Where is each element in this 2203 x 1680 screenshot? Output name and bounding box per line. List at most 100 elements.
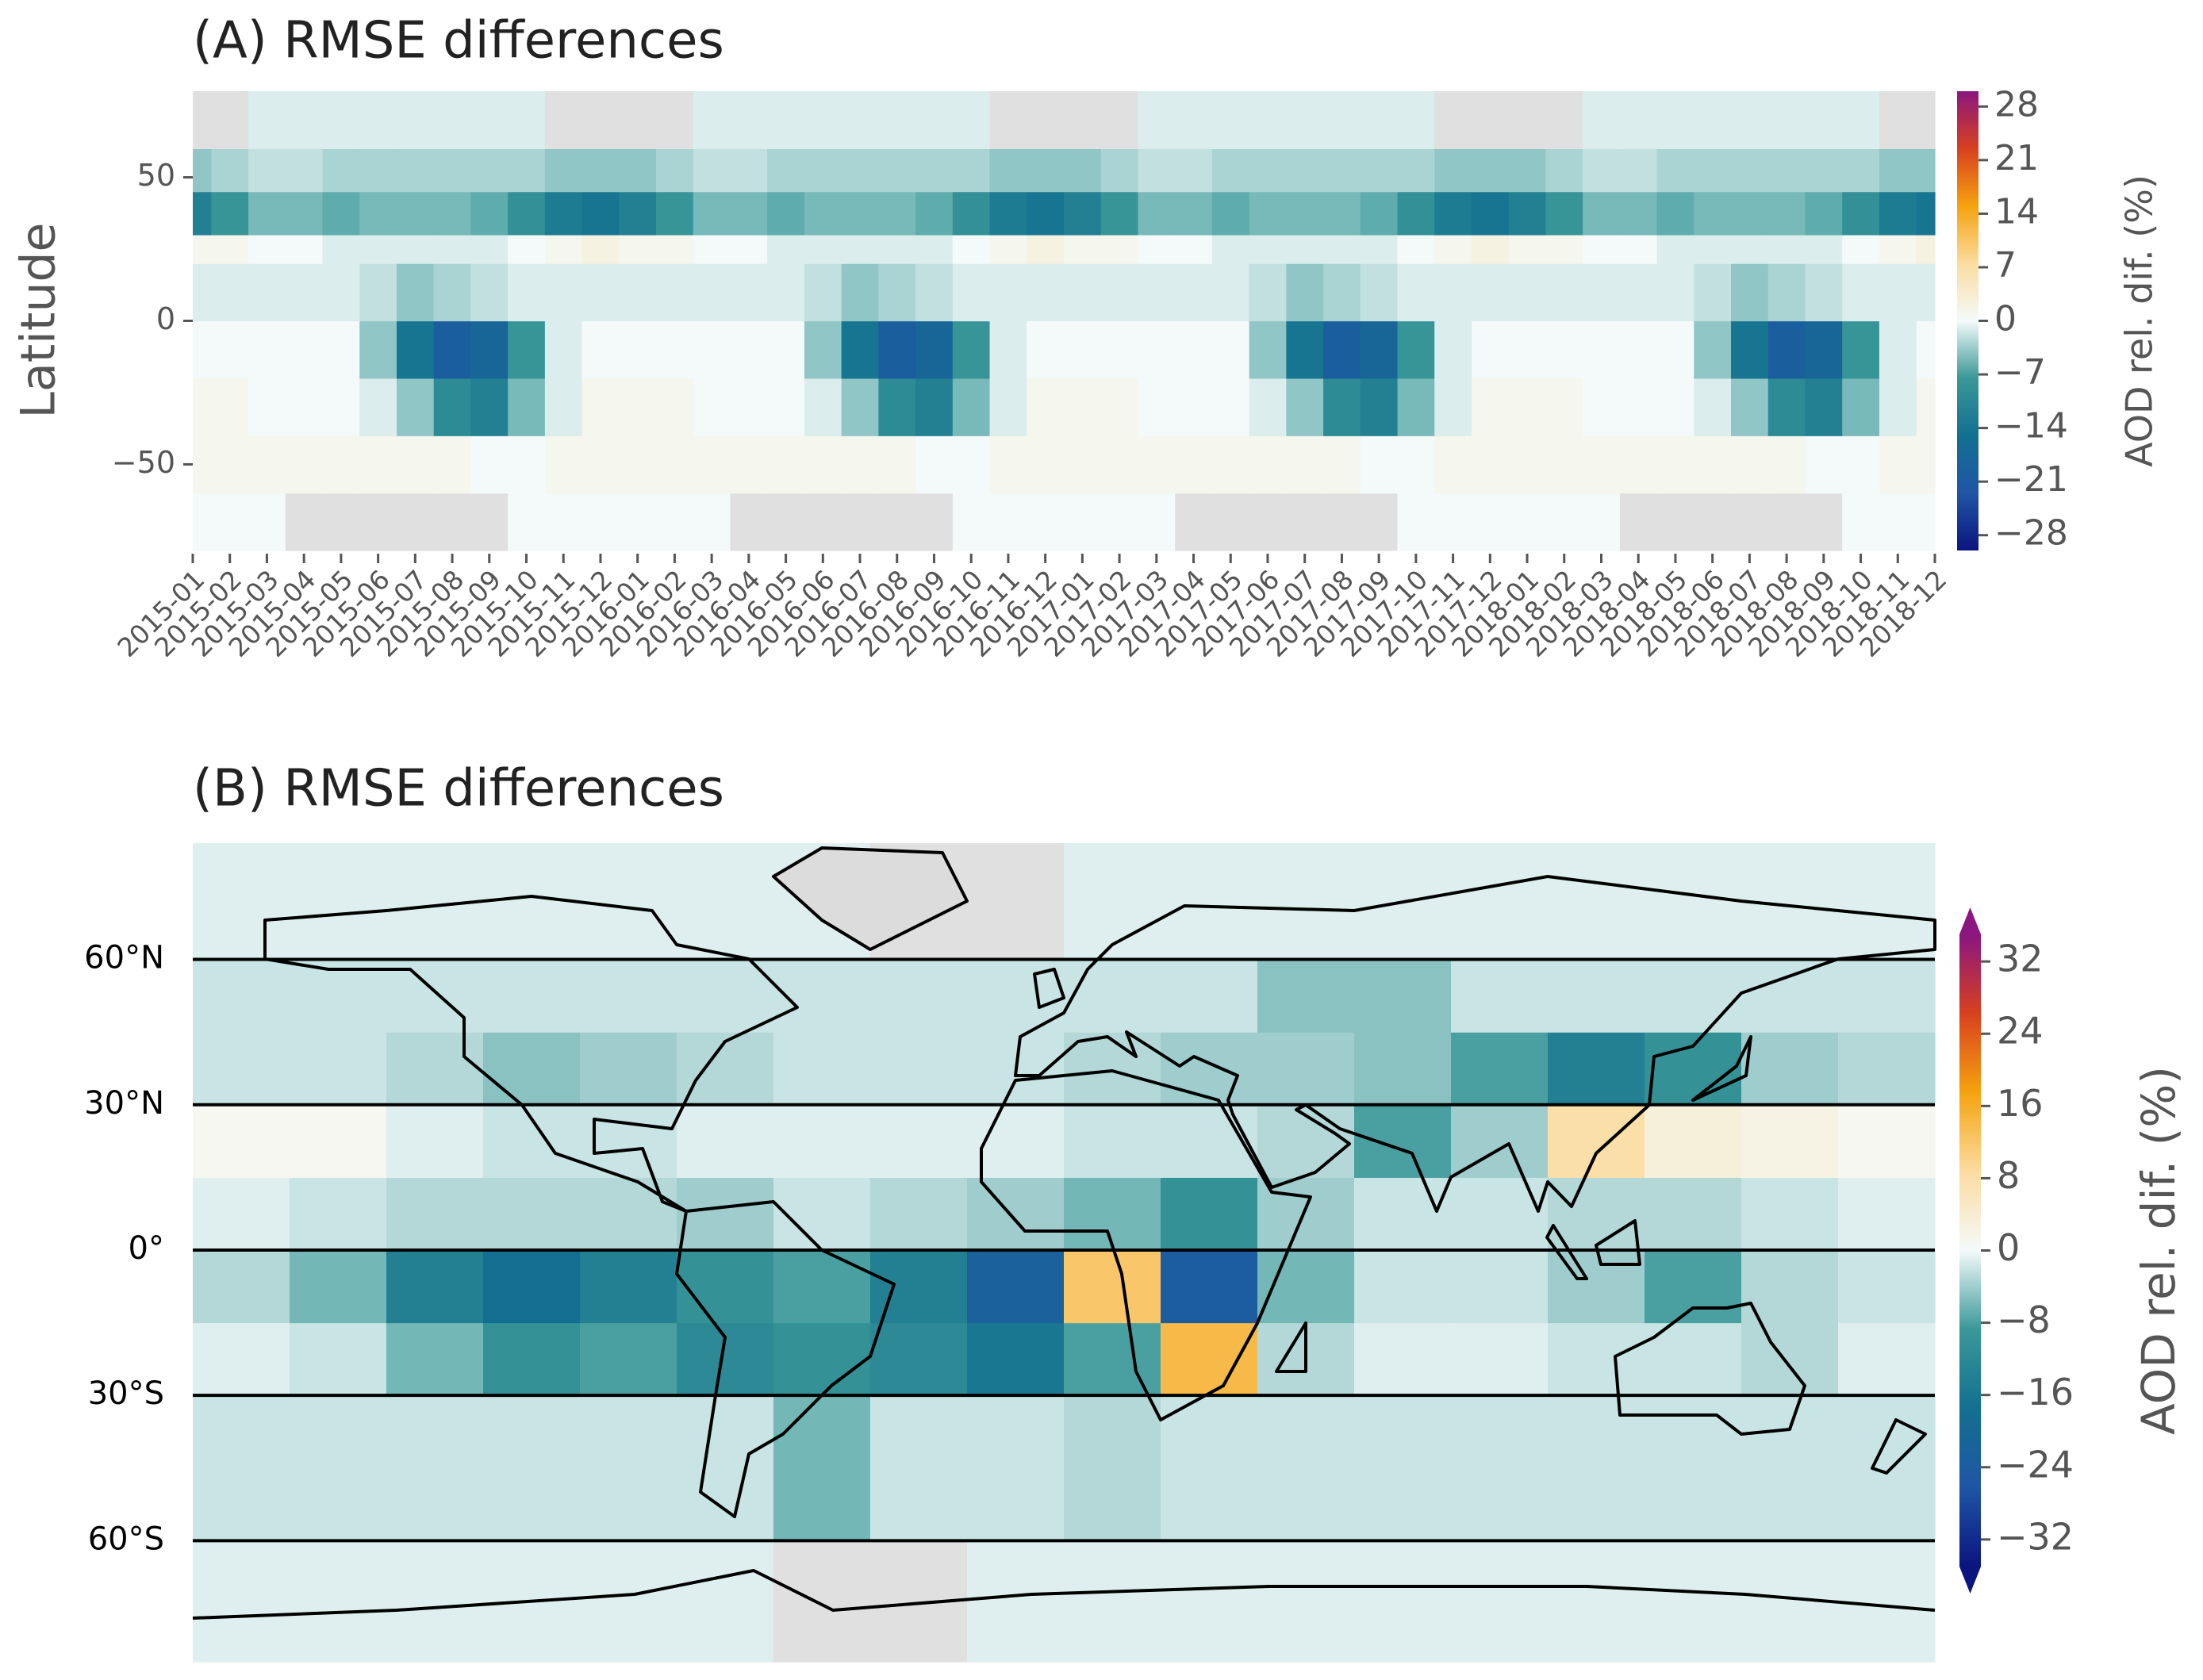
heat-cell — [1471, 91, 1510, 149]
heat-cell — [581, 234, 620, 264]
map-cell — [677, 1540, 774, 1663]
map-cell — [1838, 959, 1936, 1033]
heat-cell — [1619, 435, 1658, 494]
map-cell — [967, 1249, 1065, 1324]
heat-cell — [878, 234, 916, 264]
heat-cell — [1434, 191, 1472, 236]
heat-cell — [1656, 191, 1694, 236]
heat-cell — [359, 320, 397, 379]
heat-cell — [1471, 378, 1510, 436]
heat-cell — [1360, 493, 1399, 551]
heat-cell — [1211, 191, 1250, 236]
map-cell — [967, 1177, 1065, 1251]
map-cell — [677, 1249, 774, 1324]
heat-cell — [433, 191, 472, 236]
map-cell — [1161, 1395, 1258, 1541]
heat-cell — [581, 91, 620, 149]
map-cell — [290, 1249, 387, 1324]
heat-cell — [1064, 320, 1102, 379]
map-cell — [1064, 1104, 1161, 1178]
heat-cell — [211, 148, 249, 193]
heat-cell — [804, 378, 842, 436]
heat-cell — [693, 493, 731, 551]
heat-cell — [1471, 263, 1510, 322]
heat-cell — [470, 378, 509, 436]
heat-cell — [359, 493, 397, 551]
colorbar-tick-label: 16 — [1997, 1082, 2044, 1125]
heat-cell — [1508, 493, 1547, 551]
map-cell — [483, 1322, 581, 1396]
heat-cell — [878, 493, 916, 551]
heat-cell — [193, 148, 212, 193]
heat-cell — [878, 263, 916, 322]
heat-cell — [1879, 435, 1917, 494]
heat-cell — [1175, 493, 1213, 551]
heat-cell — [211, 435, 249, 494]
map-cell — [1548, 1322, 1645, 1396]
heat-cell — [1731, 148, 1769, 193]
heat-cell — [989, 263, 1027, 322]
heat-cell — [1027, 148, 1065, 193]
heat-cell — [1583, 435, 1621, 494]
heat-cell — [1286, 320, 1324, 379]
heat-cell — [1434, 263, 1472, 322]
heat-cell — [581, 263, 620, 322]
heat-cell — [952, 91, 991, 149]
map-cell — [1548, 959, 1645, 1033]
map-cell — [1838, 1322, 1936, 1396]
heat-cell — [619, 191, 657, 236]
heat-cell — [693, 378, 731, 436]
heat-cell — [730, 263, 768, 322]
heat-cell — [952, 148, 991, 193]
map-cell — [193, 843, 290, 961]
heat-cell — [1138, 191, 1176, 236]
heat-cell — [1508, 191, 1547, 236]
map-cell — [193, 1177, 290, 1251]
heat-cell — [656, 263, 694, 322]
heat-cell — [1842, 263, 1880, 322]
heat-cell — [1731, 91, 1769, 149]
map-cell — [290, 843, 387, 961]
map-cell — [1257, 1032, 1355, 1106]
borneo — [1595, 1219, 1641, 1266]
heat-cell — [804, 91, 842, 149]
heat-cell — [1694, 493, 1732, 551]
heat-cell — [1397, 435, 1435, 494]
heat-cell — [656, 234, 694, 264]
map-cell — [1161, 843, 1258, 961]
map-cell — [1354, 1540, 1452, 1663]
heat-cell — [1138, 320, 1176, 379]
map-cell — [290, 1032, 387, 1106]
map-cell — [1451, 959, 1549, 1033]
y-tick-label: 0° — [129, 1230, 164, 1267]
heat-cell — [915, 91, 954, 149]
map-cell — [290, 1104, 387, 1178]
map-cell — [1064, 1177, 1161, 1251]
heat-cell — [248, 148, 286, 193]
heat-cell — [1731, 493, 1769, 551]
map-cell — [1645, 959, 1742, 1033]
heat-cell — [619, 91, 657, 149]
heat-cell — [1619, 263, 1658, 322]
heat-cell — [1360, 320, 1399, 379]
heat-cell — [619, 493, 657, 551]
heat-cell — [1100, 320, 1139, 379]
heat-cell — [989, 191, 1027, 236]
panel-a-axes: −500502015-012015-022015-032015-042015-0… — [111, 84, 2160, 663]
heat-cell — [396, 234, 435, 264]
y-tick-label: 50 — [137, 158, 175, 193]
heat-cell — [1619, 493, 1658, 551]
heat-cell — [1767, 91, 1806, 149]
map-cell — [1161, 959, 1258, 1033]
heat-cell — [989, 320, 1027, 379]
heat-cell — [1360, 234, 1399, 264]
heat-cell — [1397, 234, 1435, 264]
heat-cell — [1583, 493, 1621, 551]
heat-cell — [1879, 378, 1917, 436]
map-cell — [677, 1104, 774, 1178]
map-cell — [677, 1032, 774, 1106]
heat-cell — [211, 378, 249, 436]
heat-cell — [1138, 263, 1176, 322]
map-cell — [870, 1322, 968, 1396]
heat-cell — [193, 493, 212, 551]
